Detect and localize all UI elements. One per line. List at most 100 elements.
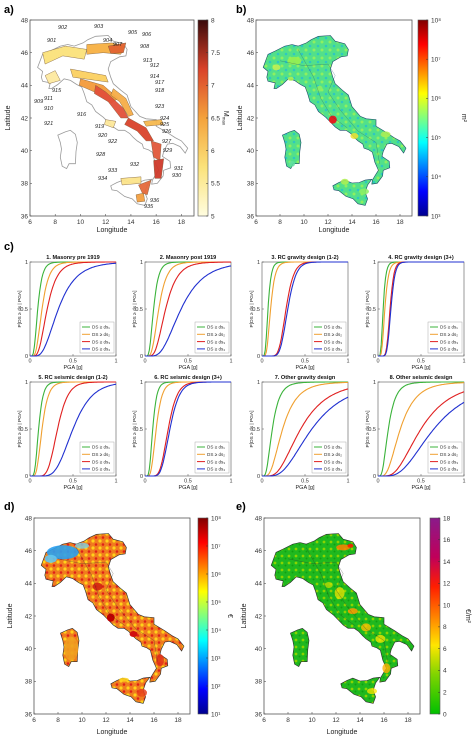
admin-boundary [75,547,126,626]
subplot-xlabel: PGA [g] [64,365,83,371]
cbar-tick-label: 10⁵ [211,599,221,606]
zone-label: 913 [143,58,153,64]
x-tick-label: 6 [262,717,266,724]
panel-d-cbar-label: € [226,614,233,618]
zone-label: 916 [77,112,87,118]
x-tick-label: 8 [56,717,60,724]
x-tick-label: 10 [308,717,316,724]
panel-d-loss-map [40,533,185,704]
subplot-ylabel: P[DS ≥ ds | PGA] [249,291,255,328]
subplot-ylabel: P[DS ≥ ds | PGA] [17,291,23,328]
y-tick-label: 1 [257,380,260,386]
panel-c: c) 1. Masonry pre 1919 0 0.5 1 0 0.5 1 PGA [g] P… [4,241,466,491]
legend-entry: DS ≥ ds₁ [324,445,342,450]
legend-entry: DS ≥ ds₁ [92,325,110,330]
map-hotspot [359,188,369,195]
legend-entry: DS ≥ ds₃ [92,459,110,464]
x-tick-label: 18 [178,219,186,226]
legend-entry: DS ≥ ds₁ [440,445,458,450]
x-tick-label: 10 [300,219,308,226]
map-hotspot [367,688,377,695]
map-hotspot [324,581,333,588]
zone-label: 924 [160,116,169,122]
seismic-zone [153,158,164,179]
zone-label: 927 [162,139,172,145]
panel-b-cbar-label: m² [460,114,467,123]
y-tick-label: 46 [21,50,29,57]
y-tick-label: 38 [21,181,29,188]
y-tick-label: 0.5 [20,427,28,433]
subplot-ylabel: P[DS ≥ ds | PGA] [365,411,371,448]
x-tick-label: 12 [324,219,332,226]
legend-entry: DS ≥ ds₂ [324,332,342,337]
panel-a-seismic-zones [42,42,165,203]
x-tick-label: 0.5 [301,479,309,485]
legend-entry: DS ≥ ds₄ [324,347,342,352]
x-tick-label: 10 [78,717,86,724]
legend-entry: DS ≥ ds₃ [324,339,342,344]
region-landmass [262,35,407,185]
y-tick-label: 36 [247,213,255,220]
admin-boundary [297,49,348,128]
cbar-tick-label: 16 [443,537,451,544]
x-tick-label: 1 [462,359,465,365]
cbar-tick-label: 10¹ [211,711,221,718]
y-tick-label: 46 [25,548,33,555]
cbar-tick-label: 14 [443,559,451,566]
map-hotspot [46,545,79,560]
fragility-subplot: 1. Masonry pre 1919 0 0.5 1 0 0.5 1 PGA [g] P[DS… [17,255,118,371]
seismic-zone [124,117,154,142]
x-tick-label: 1 [462,479,465,485]
map-hotspot [287,76,294,81]
fragility-curve [378,261,464,357]
y-tick-label: 1 [25,380,28,386]
zone-label: 910 [44,106,54,112]
zone-label: 923 [155,104,165,110]
legend-entry: DS ≥ ds₃ [440,459,458,464]
subplot-xlabel: PGA [g] [412,365,431,371]
x-tick-label: 12 [102,717,110,724]
fragility-subplot: 4. RC gravity design (3+) 0 0.5 1 0 0.5 1 PGA [… [365,255,466,371]
y-tick-label: 0 [25,354,28,360]
fragility-curve [30,262,116,357]
x-tick-label: 0 [28,359,31,365]
map-hotspot [92,582,103,591]
legend-entry: DS ≥ ds₂ [207,452,225,457]
x-tick-label: 0.5 [69,479,77,485]
subplot-xlabel: PGA [g] [412,485,431,491]
x-tick-label: 0 [260,479,263,485]
x-tick-label: 0.5 [184,359,192,365]
panel-b-colorbar [417,19,429,217]
y-tick-label: 42 [255,613,263,620]
subplot-xlabel: PGA [g] [296,365,315,371]
cbar-tick-label: 10⁸ [211,515,221,522]
panel-d-xlabel: Longitude [97,729,128,736]
fragility-curve [30,381,116,477]
cbar-tick-label: 10² [211,683,221,690]
seismic-zone [104,119,117,129]
fragility-curve [378,401,465,477]
y-tick-label: 36 [21,213,29,220]
map-hotspot [75,542,89,549]
panel-a-cbar-label: Mmax [222,111,230,126]
x-tick-label: 1 [114,359,117,365]
x-tick-label: 8 [278,219,282,226]
y-tick-label: 0 [25,474,28,480]
map-hotspot [328,115,337,124]
x-tick-label: 0 [28,479,31,485]
legend-entry: DS ≥ ds₂ [324,452,342,457]
map-hotspot [347,608,358,615]
y-tick-label: 40 [255,646,263,653]
legend-entry: DS ≥ ds₂ [440,452,458,457]
cbar-tick-label: 8 [443,624,447,631]
fragility-curve [30,261,116,357]
cbar-tick-label: 2 [443,690,447,697]
legend-entry: DS ≥ ds₁ [207,325,225,330]
x-tick-label: 0 [260,359,263,365]
cbar-tick-label: 10 [443,602,451,609]
panel-e-loss-density-map [270,533,415,704]
y-tick-label: 38 [255,679,263,686]
zone-label: 922 [108,139,117,145]
map-hotspot [156,654,164,667]
cbar-tick-label: 7.5 [211,50,220,57]
